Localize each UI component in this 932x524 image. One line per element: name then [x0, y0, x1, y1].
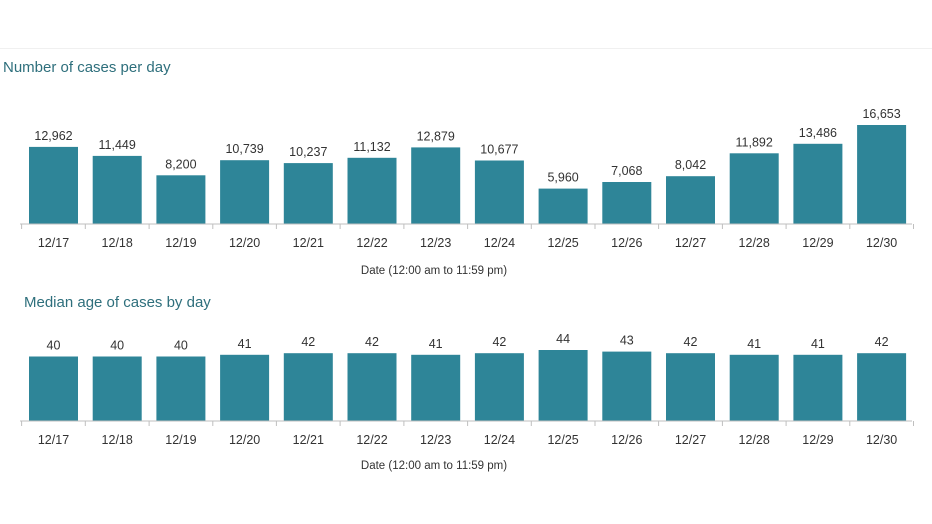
data-label: 16,653 [862, 107, 900, 121]
x-tick-label: 12/23 [420, 236, 451, 250]
data-label: 11,892 [736, 135, 773, 149]
x-tick-label: 12/22 [356, 433, 387, 447]
data-label: 42 [684, 335, 698, 349]
data-label: 42 [875, 335, 889, 349]
data-label: 10,739 [225, 142, 263, 156]
bar-12-19 [156, 356, 206, 421]
chart-title: Number of cases per day [3, 59, 171, 76]
bar-12-26 [602, 182, 652, 224]
bar-12-25 [538, 188, 588, 224]
median-age-chart: Median age of cases by day 40 40 40 41 42 42 4… [20, 294, 914, 472]
bar-12-18 [92, 356, 142, 421]
x-tick-label: 12/26 [611, 433, 642, 447]
bar-12-26 [602, 351, 652, 421]
x-tick-label: 12/20 [229, 433, 260, 447]
bar-12-17 [29, 356, 78, 421]
data-label: 7,068 [611, 164, 642, 178]
chart-title: Median age of cases by day [24, 294, 211, 311]
bar-12-19 [156, 175, 206, 224]
x-tick-label: 12/30 [866, 433, 897, 447]
x-tick-label: 12/24 [484, 236, 515, 250]
data-label: 8,200 [165, 157, 196, 171]
bar-12-27 [666, 176, 715, 224]
x-tick-label: 12/24 [484, 433, 515, 447]
bar-12-29 [793, 143, 843, 224]
data-label: 5,960 [547, 171, 578, 185]
data-label: 42 [365, 335, 379, 349]
bar-12-22 [347, 353, 397, 421]
data-label: 42 [492, 335, 506, 349]
x-tick-label: 12/28 [739, 433, 770, 447]
data-label: 40 [110, 339, 124, 353]
x-tick-label: 12/21 [293, 236, 324, 250]
x-tick-label: 12/25 [547, 236, 578, 250]
x-tick-label: 12/19 [165, 433, 196, 447]
data-label: 11,449 [99, 138, 136, 152]
x-tick-label: 12/23 [420, 433, 451, 447]
x-tick-label: 12/28 [739, 236, 770, 250]
bar-12-28 [729, 354, 779, 421]
bar-12-23 [411, 354, 461, 421]
bar-12-24 [474, 160, 524, 224]
x-tick-label: 12/29 [802, 433, 833, 447]
data-label: 8,042 [675, 158, 706, 172]
x-tick-label: 12/21 [293, 433, 324, 447]
data-label: 40 [174, 339, 188, 353]
data-label: 10,237 [289, 145, 327, 159]
x-tick-label: 12/29 [802, 236, 833, 250]
data-label: 41 [811, 337, 825, 351]
data-label: 42 [301, 335, 315, 349]
bar-12-23 [411, 147, 461, 224]
bar-12-21 [283, 163, 333, 224]
bar-12-21 [283, 353, 333, 421]
x-tick-label: 12/17 [38, 236, 69, 250]
bar-12-18 [92, 155, 142, 224]
data-label: 11,132 [353, 140, 390, 154]
cases-per-day-chart: Number of cases per day 12,962 11,449 8,20… [3, 59, 914, 277]
data-label: 44 [556, 332, 570, 346]
bar-12-20 [220, 354, 270, 421]
bar-12-30 [857, 353, 907, 421]
data-label: 12,962 [34, 129, 72, 143]
x-tick-label: 12/19 [165, 236, 196, 250]
x-tick-label: 12/17 [38, 433, 69, 447]
bar-12-22 [347, 157, 397, 224]
top-divider [0, 48, 932, 49]
x-axis-label: Date (12:00 am to 11:59 pm) [361, 460, 507, 472]
x-axis-label: Date (12:00 am to 11:59 pm) [361, 265, 507, 277]
x-tick-label: 12/27 [675, 236, 706, 250]
bar-12-17 [29, 146, 78, 224]
x-tick-label: 12/27 [675, 433, 706, 447]
x-tick-label: 12/22 [356, 236, 387, 250]
data-label: 13,486 [799, 126, 837, 140]
bar-12-25 [538, 350, 588, 421]
x-tick-label: 12/18 [102, 236, 133, 250]
x-tick-label: 12/30 [866, 236, 897, 250]
bar-12-30 [857, 125, 907, 224]
bar-12-27 [666, 353, 715, 421]
data-label: 43 [620, 334, 634, 348]
x-tick-label: 12/26 [611, 236, 642, 250]
bar-12-29 [793, 354, 843, 421]
data-label: 10,677 [480, 143, 518, 157]
bar-12-24 [474, 353, 524, 421]
data-label: 41 [238, 337, 252, 351]
data-label: 41 [747, 337, 761, 351]
bar-12-28 [729, 153, 779, 224]
data-label: 41 [429, 337, 443, 351]
x-tick-label: 12/18 [102, 433, 133, 447]
data-label: 40 [47, 339, 61, 353]
x-tick-label: 12/25 [547, 433, 578, 447]
data-label: 12,879 [417, 129, 455, 143]
x-tick-label: 12/20 [229, 236, 260, 250]
bar-12-20 [220, 160, 270, 224]
